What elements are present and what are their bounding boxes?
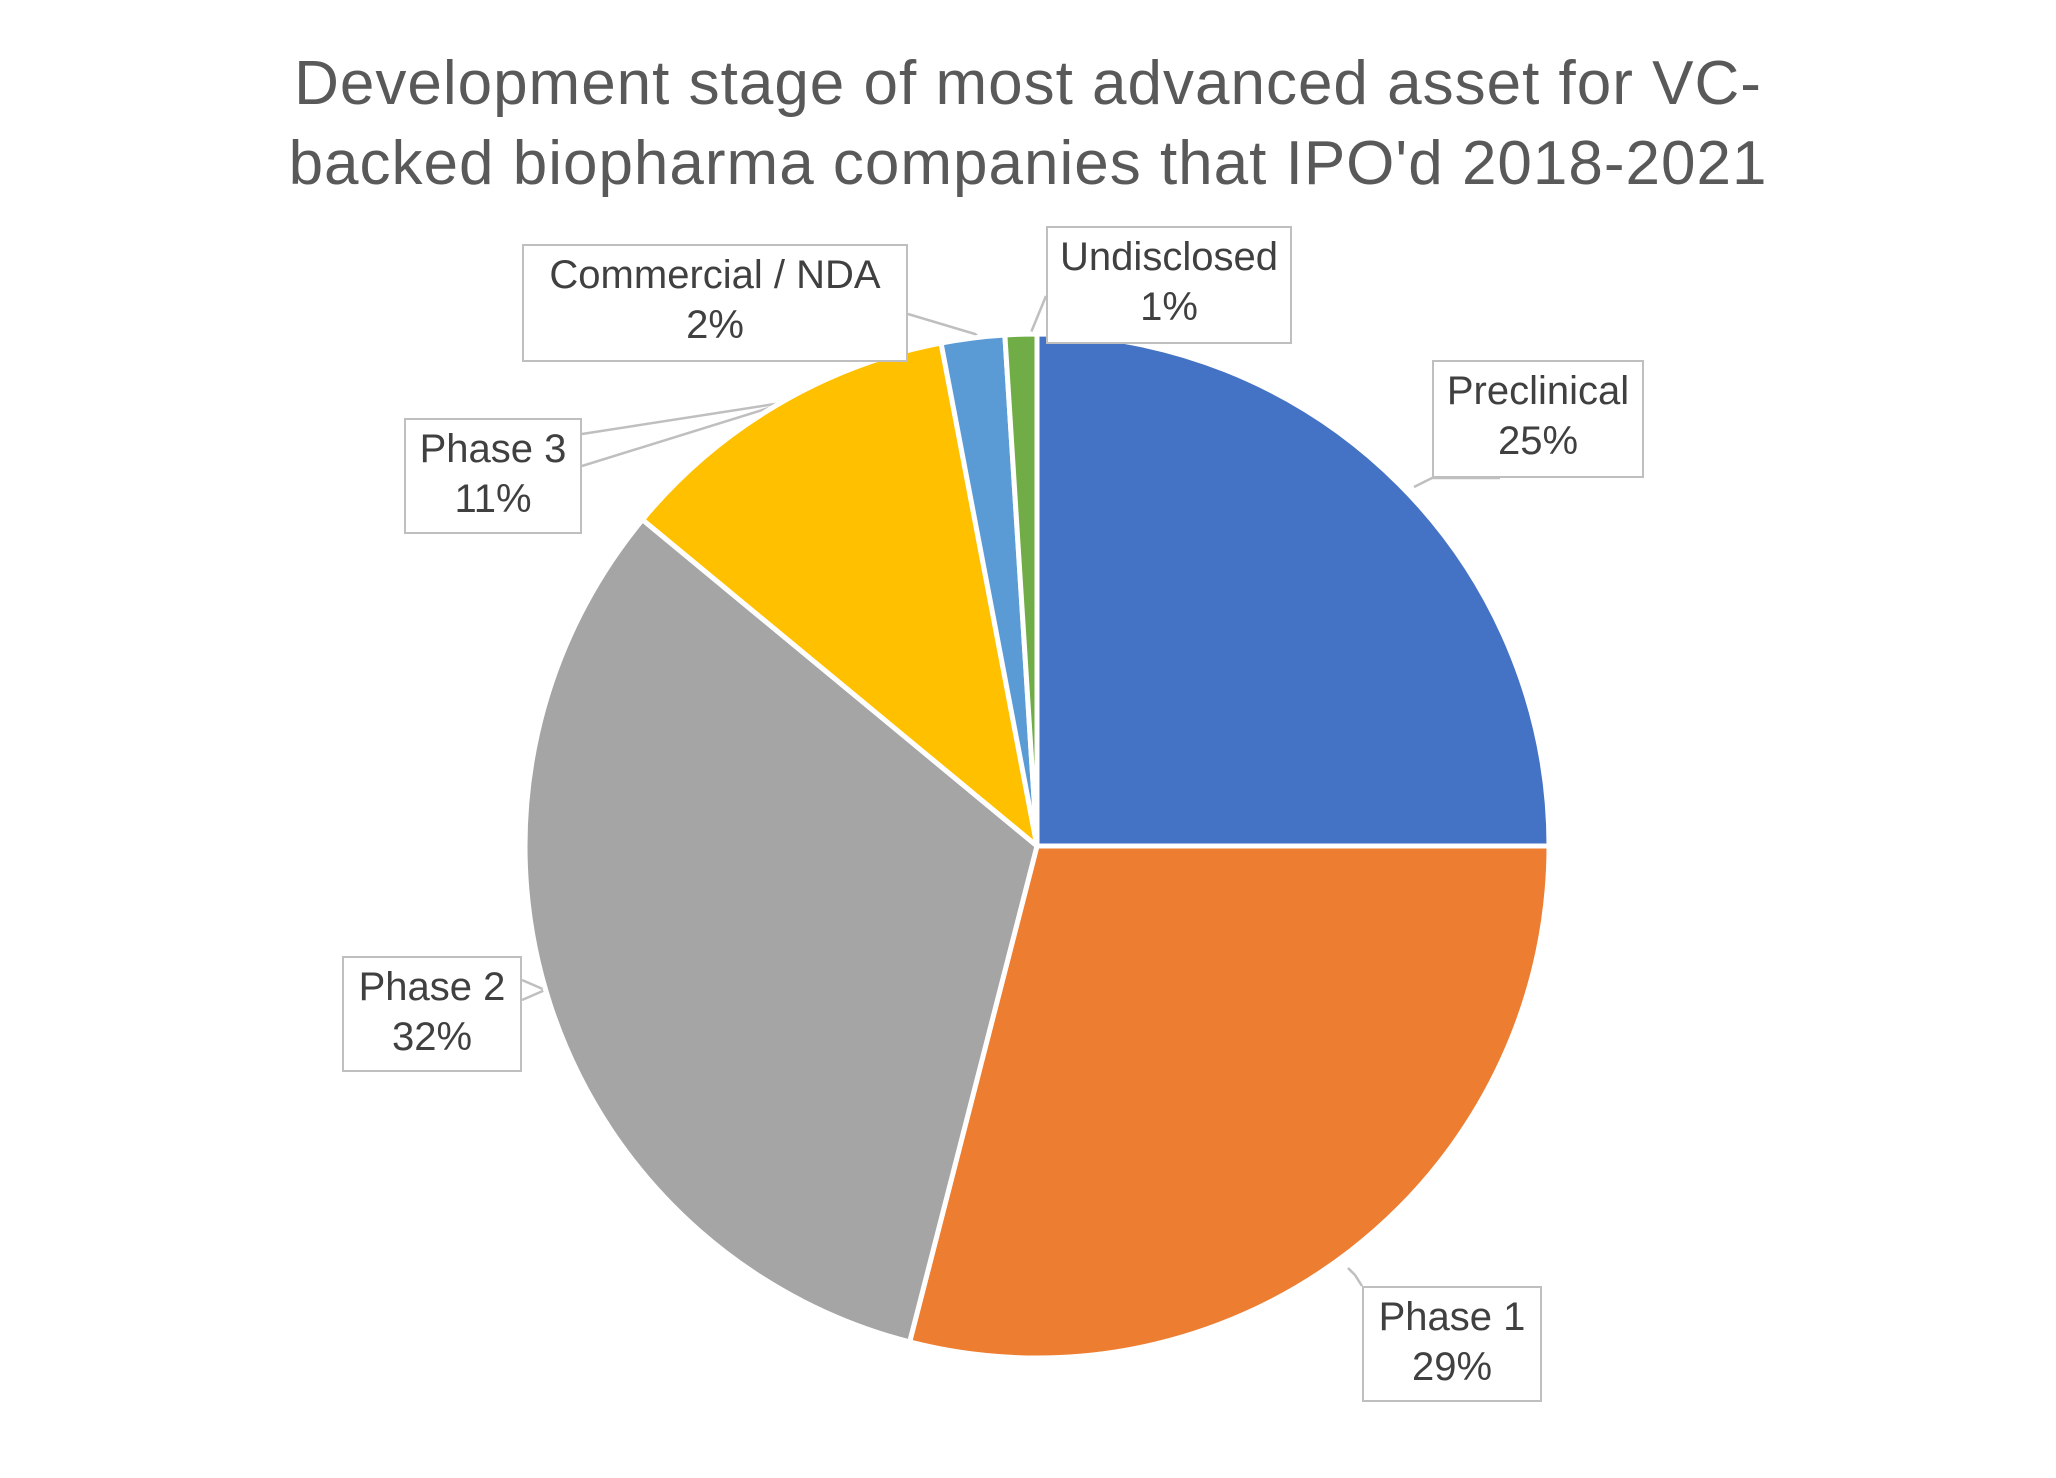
callout-commercial-nda-name: Commercial / NDA	[549, 253, 881, 297]
callout-phase-2-name: Phase 2	[358, 965, 506, 1009]
callout-undisclosed-value: 1%	[1140, 285, 1198, 329]
chart-title-line-2: backed biopharma companies that IPO'd 20…	[288, 129, 1768, 198]
pie-slice-phase-2	[522, 517, 1040, 1345]
pie-slice-preclinical	[1034, 331, 1552, 849]
leader-preclinical	[1413, 476, 1500, 489]
chart-title: Development stage of most advanced asset…	[0, 44, 2056, 204]
callout-phase-1-name: Phase 1	[1378, 1295, 1526, 1339]
callout-phase-3: Phase 3 11%	[404, 418, 582, 534]
pie-slice-phase-1	[907, 843, 1552, 1361]
callout-preclinical: Preclinical 25%	[1432, 360, 1644, 478]
callout-preclinical-value: 25%	[1497, 419, 1579, 463]
callout-phase-1: Phase 1 29%	[1362, 1286, 1542, 1402]
callout-commercial-nda: Commercial / NDA 2%	[522, 244, 908, 362]
chart-title-line-1: Development stage of most advanced asset…	[294, 49, 1762, 118]
callout-phase-1-value: 29%	[1411, 1345, 1493, 1389]
callout-phase-3-value: 11%	[454, 477, 532, 521]
callout-undisclosed-name: Undisclosed	[1060, 235, 1278, 279]
leader-phase-1	[1347, 1267, 1364, 1287]
callout-commercial-nda-value: 2%	[686, 303, 744, 347]
callout-phase-2-value: 32%	[391, 1015, 473, 1059]
pie-slices	[522, 331, 1552, 1361]
callout-phase-3-name: Phase 3	[419, 427, 567, 471]
callout-preclinical-name: Preclinical	[1446, 369, 1630, 413]
callout-phase-2: Phase 2 32%	[342, 956, 522, 1072]
pie-slice-undisclosed	[1002, 331, 1040, 849]
callout-undisclosed: Undisclosed 1%	[1046, 226, 1292, 344]
